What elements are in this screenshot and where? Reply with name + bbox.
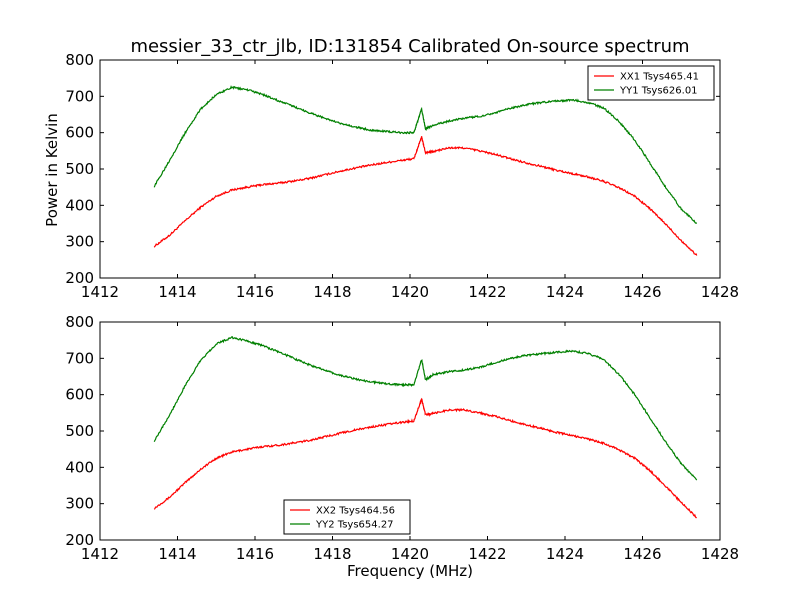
legend-box xyxy=(283,499,411,535)
y-tick-label: 800 xyxy=(65,51,94,69)
y-tick-label: 800 xyxy=(65,313,94,331)
x-tick-label: 1416 xyxy=(236,545,274,563)
y-tick-label: 200 xyxy=(65,269,94,287)
x-tick-label: 1412 xyxy=(81,283,119,301)
series-line-xx1 xyxy=(153,136,698,256)
series-line-yy1 xyxy=(153,85,698,224)
x-tick-label: 1422 xyxy=(468,545,506,563)
legend: XX1 Tsys465.41 YY1 Tsys626.01 xyxy=(587,65,715,101)
series-line-yy2 xyxy=(153,336,698,481)
y-tick-label: 600 xyxy=(65,124,94,142)
legend: XX2 Tsys464.56 YY2 Tsys654.27 xyxy=(283,499,411,535)
x-tick-label: 1428 xyxy=(701,545,739,563)
legend-box xyxy=(587,65,715,101)
legend-entry: XX2 Tsys464.56 xyxy=(316,506,395,517)
y-tick-label: 700 xyxy=(65,349,94,367)
legend-entry: XX1 Tsys465.41 xyxy=(620,72,699,83)
x-tick-label: 1418 xyxy=(313,283,351,301)
x-tick-label: 1414 xyxy=(158,283,196,301)
x-tick-label: 1424 xyxy=(546,545,584,563)
x-tick-label: 1418 xyxy=(313,545,351,563)
x-tick-label: 1426 xyxy=(623,545,661,563)
panel-2: 1412 1414 1416 1418 1420 1422 1424 1426 1428 200 3… xyxy=(65,313,739,563)
x-tick-label: 1426 xyxy=(623,283,661,301)
x-tick-label: 1420 xyxy=(391,283,429,301)
x-tick-label: 1416 xyxy=(236,283,274,301)
legend-entry: YY2 Tsys654.27 xyxy=(315,520,394,531)
y-tick-label: 200 xyxy=(65,531,94,549)
x-tick-label: 1414 xyxy=(158,545,196,563)
x-tick-label: 1428 xyxy=(701,283,739,301)
series-line-xx2 xyxy=(153,397,697,519)
y-tick-label: 700 xyxy=(65,87,94,105)
panel-1: 1412 1414 1416 1418 1420 1422 1424 1426 1428 200 3… xyxy=(65,51,739,301)
y-tick-label: 400 xyxy=(65,458,94,476)
x-axis-label: Frequency (MHz) xyxy=(347,562,473,580)
y-tick-label: 400 xyxy=(65,196,94,214)
x-tick-label: 1422 xyxy=(468,283,506,301)
x-tick-label: 1424 xyxy=(546,283,584,301)
y-axis-label: Power in Kelvin xyxy=(43,113,61,227)
x-tick-label: 1412 xyxy=(81,545,119,563)
y-tick-label: 300 xyxy=(65,495,94,513)
chart-title: messier_33_ctr_jlb, ID:131854 Calibrated… xyxy=(130,36,689,57)
y-tick-label: 500 xyxy=(65,160,94,178)
y-tick-label: 300 xyxy=(65,233,94,251)
legend-entry: YY1 Tsys626.01 xyxy=(619,86,698,97)
y-tick-label: 500 xyxy=(65,422,94,440)
y-tick-label: 600 xyxy=(65,386,94,404)
x-tick-label: 1420 xyxy=(391,545,429,563)
